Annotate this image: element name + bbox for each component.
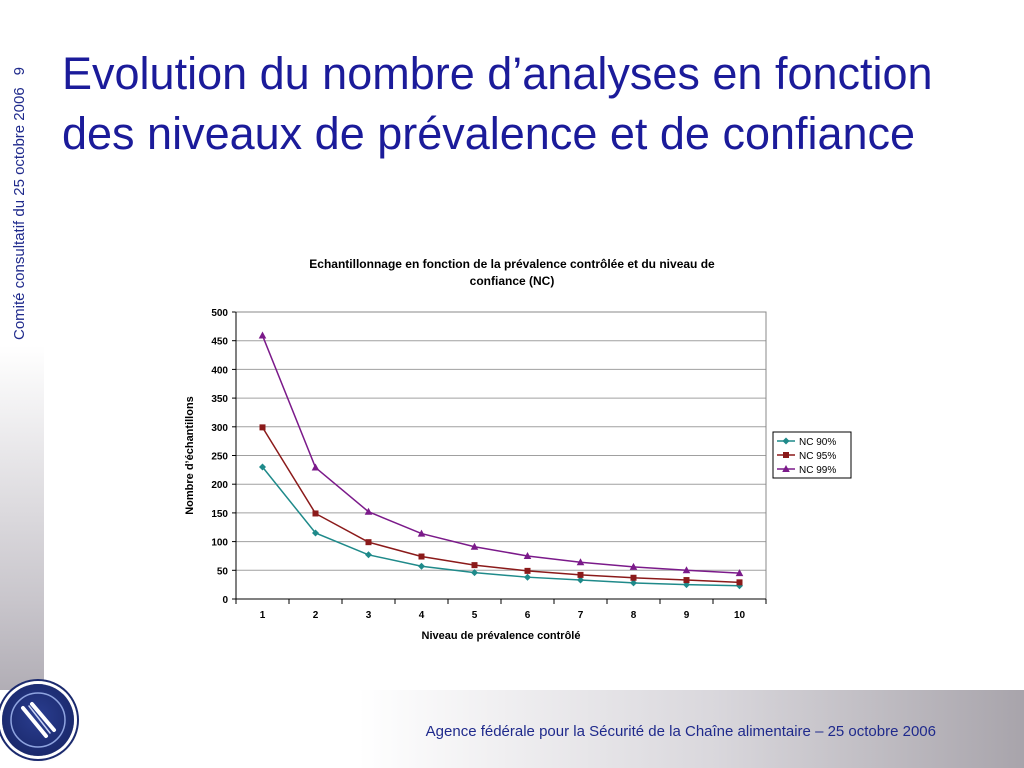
chart-svg: Echantillonnage en fonction de la préval… xyxy=(184,257,852,642)
data-point xyxy=(524,567,531,574)
legend-marker xyxy=(782,465,790,472)
page-number: 9 xyxy=(11,67,28,76)
data-point xyxy=(471,569,478,577)
data-point xyxy=(629,562,638,570)
data-point xyxy=(364,507,373,515)
data-point xyxy=(259,424,266,431)
y-tick-label: 50 xyxy=(217,566,229,577)
data-point xyxy=(576,558,585,566)
y-tick-label: 200 xyxy=(211,480,228,491)
legend-label: NC 95% xyxy=(799,451,836,462)
data-point xyxy=(577,576,584,584)
x-tick-label: 4 xyxy=(419,610,425,621)
x-tick-label: 5 xyxy=(472,610,478,621)
x-tick-label: 3 xyxy=(366,610,372,621)
data-point xyxy=(577,571,584,578)
series-line-2 xyxy=(261,426,740,584)
data-point xyxy=(735,569,744,577)
data-point xyxy=(418,562,425,570)
data-point xyxy=(470,542,479,550)
data-point xyxy=(471,562,478,569)
data-point xyxy=(523,551,532,559)
legend-marker xyxy=(782,437,790,445)
afsca-logo-icon xyxy=(2,684,74,756)
x-tick-label: 7 xyxy=(578,610,584,621)
y-tick-label: 300 xyxy=(211,423,228,434)
data-point xyxy=(311,463,320,471)
x-tick-label: 6 xyxy=(525,610,531,621)
footer-band xyxy=(0,690,1024,768)
data-point xyxy=(736,579,743,586)
y-axis-label: Nombre d’échantillons xyxy=(184,396,196,515)
x-tick-label: 10 xyxy=(734,610,746,621)
y-tick-label: 250 xyxy=(211,452,228,463)
side-label-text: Comité consultatif du 25 octobre 2006 xyxy=(11,87,28,340)
x-tick-label: 9 xyxy=(684,610,690,621)
data-point xyxy=(417,529,426,537)
legend-label: NC 99% xyxy=(799,465,836,476)
y-tick-label: 450 xyxy=(211,337,228,348)
side-label: Comité consultatif du 25 octobre 2006 9 xyxy=(8,20,32,340)
data-point xyxy=(683,577,690,584)
y-tick-label: 400 xyxy=(211,365,228,376)
data-point xyxy=(418,553,425,560)
y-tick-label: 100 xyxy=(211,538,228,549)
x-tick-label: 2 xyxy=(313,610,319,621)
y-tick-label: 0 xyxy=(222,595,228,606)
data-point xyxy=(524,573,531,581)
series-line-1 xyxy=(261,466,740,587)
x-axis-label: Niveau de prévalence contrôlé xyxy=(422,630,581,642)
side-bar xyxy=(0,0,44,768)
slide-title: Evolution du nombre d’analyses en foncti… xyxy=(62,48,933,159)
y-tick-label: 350 xyxy=(211,394,228,405)
data-point xyxy=(736,582,743,590)
x-tick-label: 1 xyxy=(260,610,266,621)
legend-label: NC 90% xyxy=(799,437,836,448)
data-point xyxy=(312,529,319,537)
data-point xyxy=(682,566,691,574)
footer-text: Agence fédérale pour la Sécurité de la C… xyxy=(425,723,936,740)
data-point xyxy=(365,551,372,559)
legend-marker xyxy=(783,452,789,458)
data-point xyxy=(630,574,637,581)
x-tick-label: 8 xyxy=(631,610,637,621)
data-point xyxy=(365,539,372,546)
data-point xyxy=(312,510,319,517)
data-point xyxy=(630,579,637,587)
chart: Echantillonnage en fonction de la préval… xyxy=(170,248,860,648)
data-point xyxy=(259,463,266,471)
data-point xyxy=(258,331,267,339)
chart-title-line: Echantillonnage en fonction de la préval… xyxy=(309,257,715,271)
y-tick-label: 150 xyxy=(211,509,228,520)
y-tick-label: 500 xyxy=(211,308,228,319)
series-line-3 xyxy=(261,335,740,574)
chart-title-line: confiance (NC) xyxy=(470,274,555,288)
